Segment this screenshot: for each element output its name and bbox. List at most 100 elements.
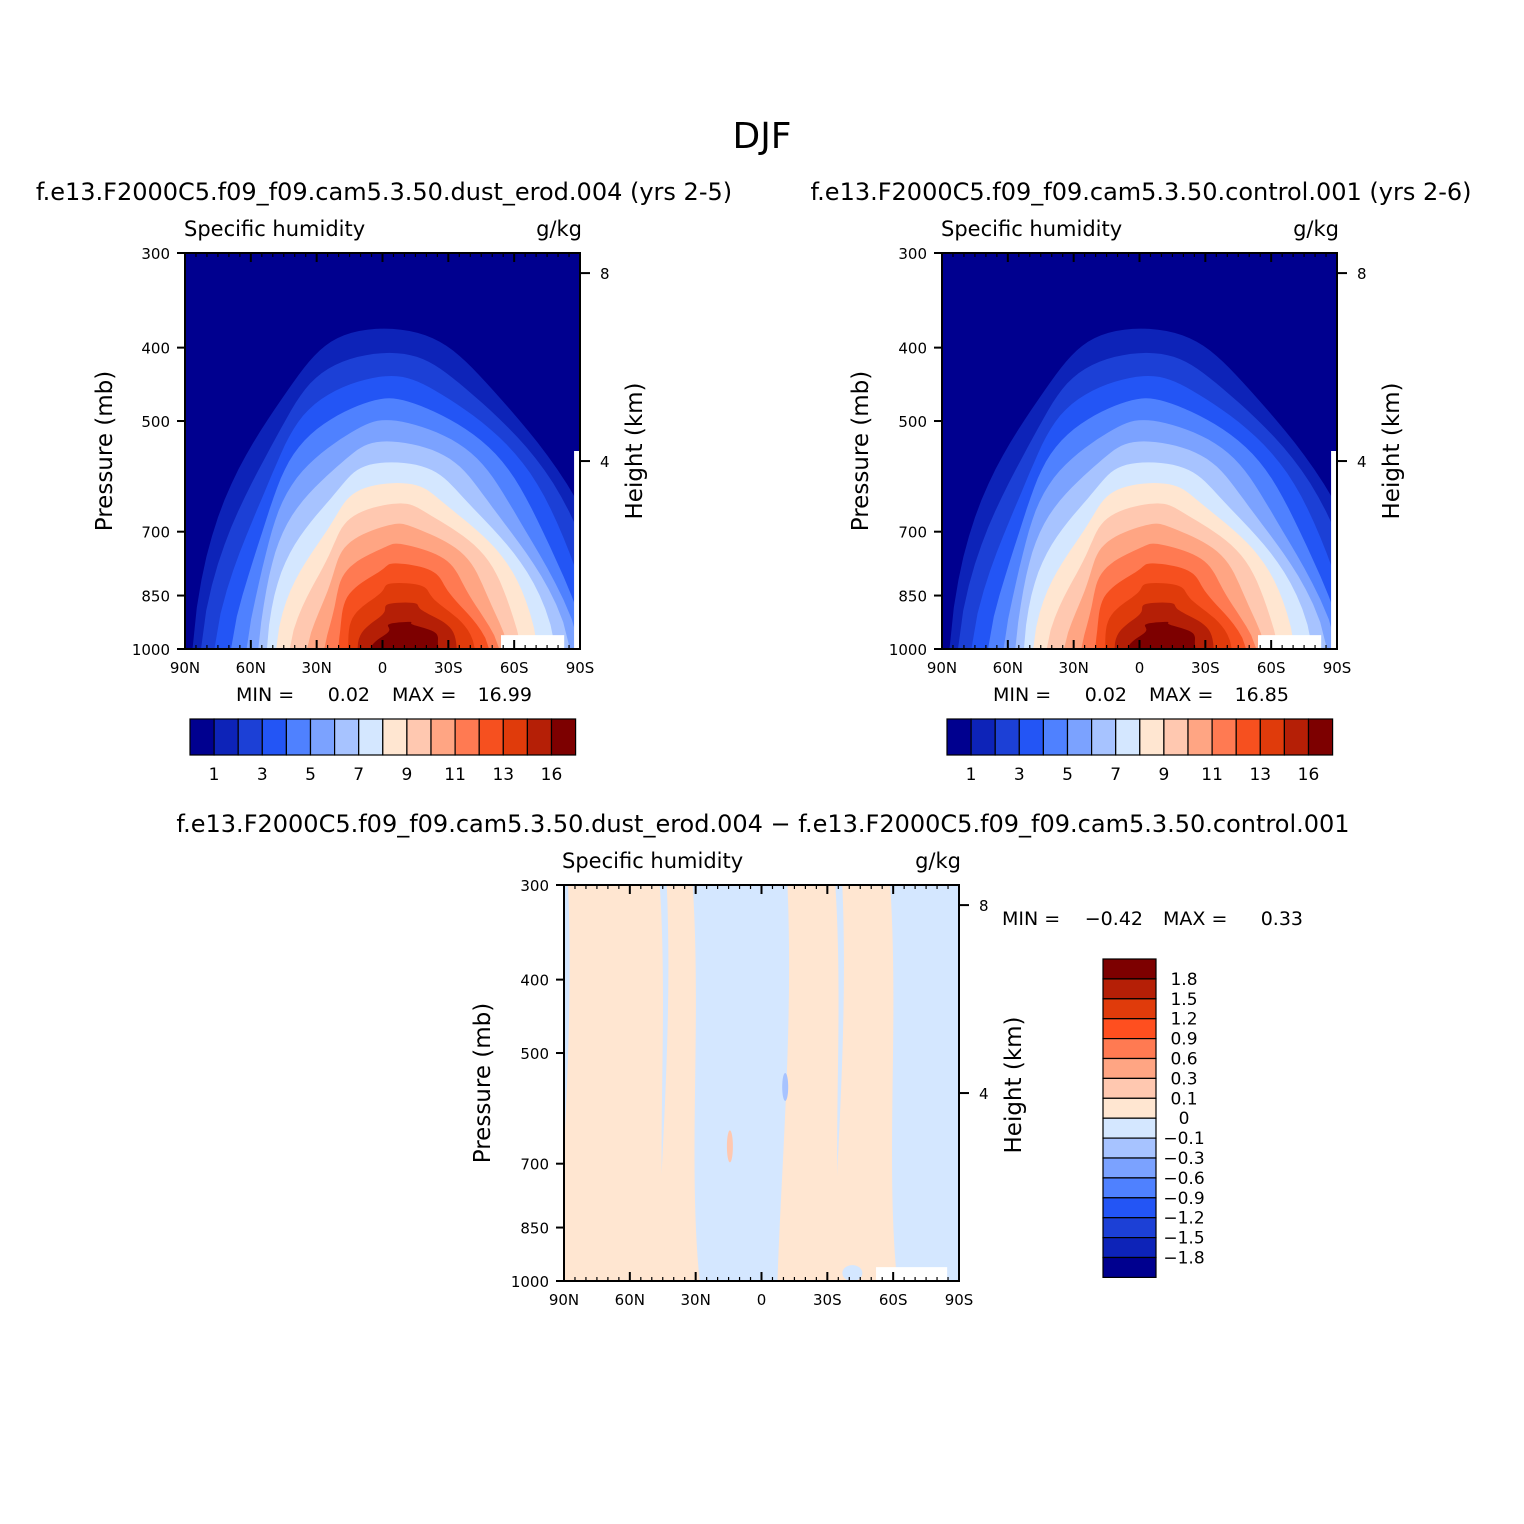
colorbar-box [1018,718,1044,756]
panel-1-ylabel: Pressure (mb) [92,371,118,531]
panel-1-ticks: 90N 60N 30N 0 30S 60S 90S 300 400 500 700 850 1000 8 4 [132,245,610,677]
y-tick-label: 300 [520,877,549,895]
panel-2: f.e13.F2000C5.f09_f09.cam5.3.50.control.… [810,178,1471,785]
colorbar-box [1211,718,1237,756]
colorbar-label: 0.3 [1170,1069,1197,1089]
colorbar-box [946,718,972,756]
y-tick-label: 1000 [889,641,927,659]
colorbar-box [502,718,528,756]
contour-band [370,621,439,649]
y2-tick-label: 8 [979,897,989,915]
panel-3-max-label: MAX = [1163,908,1227,930]
contour-spot-negative [842,1265,863,1281]
x-tick-label: 90N [549,1291,579,1309]
colorbar-box [1102,1018,1157,1040]
x-tick-label: 30N [1059,659,1089,677]
x-tick-label: 60N [236,659,266,677]
colorbar-box [1235,718,1261,756]
contour-spot-positive [726,1130,733,1163]
x-tick-label: 90S [566,659,595,677]
y-tick-label: 850 [520,1220,549,1238]
colorbar-box [189,718,215,756]
panel-1-max-value: 16.99 [478,684,532,706]
panel-2-y2label: Height (km) [1379,382,1405,519]
colorbar-box [970,718,996,756]
y-tick-label: 1000 [511,1273,549,1291]
colorbar-label: 3 [257,765,268,785]
colorbar-box [1102,1157,1157,1179]
y2-tick-label: 4 [1357,453,1367,471]
panel-3-ylabel: Pressure (mb) [470,1003,496,1163]
panel-3-max-value: 0.33 [1261,908,1303,930]
colorbar-box [1102,958,1157,980]
y-tick-label: 300 [898,245,927,263]
colorbar-box [334,718,360,756]
x-tick-label: 0 [1135,659,1145,677]
colorbar-box [1042,718,1069,756]
colorbar-box [309,718,336,756]
y-tick-label: 300 [141,245,170,263]
colorbar-box [358,718,384,756]
colorbar-box [1187,718,1213,756]
colorbar-label: 9 [1158,765,1169,785]
x-tick-label: 0 [757,1291,767,1309]
colorbar-box [1102,1256,1157,1278]
colorbar-label: 13 [1249,765,1271,785]
colorbar-label: 9 [401,765,412,785]
x-tick-label: 60N [615,1291,645,1309]
panel-2-max-label: MAX = [1149,684,1213,706]
panel-3-contours [564,885,959,1281]
colorbar-box [237,718,263,756]
panel-3-right-subtitle: g/kg [915,849,961,873]
panel-2-right-subtitle: g/kg [1293,217,1339,241]
contour-spot-negative [782,1072,789,1101]
colorbar-box [382,718,408,756]
panel-1-right-subtitle: g/kg [536,217,582,241]
colorbar-box [1102,1097,1157,1119]
panel-3-colorbar: 1.81.51.20.90.60.30.10−0.1−0.3−0.6−0.9−1… [1102,958,1205,1278]
y-tick-label: 400 [520,972,549,990]
colorbar-box [1102,978,1157,1000]
x-tick-label: 30S [813,1291,842,1309]
colorbar-label: 3 [1014,765,1025,785]
panel-2-contours [942,253,1337,649]
panel-1-min-label: MIN = [236,684,294,706]
panel-2-min-label: MIN = [993,684,1051,706]
y-tick-label: 500 [520,1045,549,1063]
colorbar-box [1102,998,1157,1020]
x-tick-label: 90N [927,659,957,677]
colorbar-box [1115,718,1141,756]
colorbar-label: 1.5 [1170,990,1197,1010]
colorbar-box [1102,1197,1157,1219]
panel-3-ticks: 90N 60N 30N 0 30S 60S 90S 300 400 500 700 850 1000 8 4 [511,877,989,1309]
y2-tick-label: 4 [979,1085,989,1103]
colorbar-label: 0.9 [1170,1030,1197,1050]
x-tick-label: 30N [681,1291,711,1309]
colorbar-label: −0.3 [1163,1149,1204,1169]
y-tick-label: 500 [898,413,927,431]
colorbar-label: −1.5 [1163,1229,1204,1249]
y-tick-label: 400 [898,340,927,358]
colorbar-label: 7 [353,765,364,785]
panel-3-left-subtitle: Specific humidity [562,849,743,873]
colorbar-box [1102,1177,1157,1199]
contour-spot-positive [792,1152,803,1189]
panel-2-ylabel: Pressure (mb) [848,371,874,531]
colorbar-label: 7 [1110,765,1121,785]
y-tick-label: 850 [141,588,170,606]
x-tick-label: 60N [993,659,1023,677]
y-tick-label: 700 [520,1156,549,1174]
x-tick-label: 60S [879,1291,908,1309]
panel-1: f.e13.F2000C5.f09_f09.cam5.3.50.dust_ero… [36,178,732,785]
x-tick-label: 60S [500,659,529,677]
x-tick-label: 0 [378,659,388,677]
colorbar-box [526,718,553,756]
panel-1-contours [185,253,580,649]
colorbar-box [1102,1217,1157,1239]
colorbar-box [1139,718,1165,756]
panel-1-left-subtitle: Specific humidity [184,217,365,241]
colorbar-box [1102,1077,1157,1099]
colorbar-label: 16 [541,765,563,785]
colorbar-label: 11 [1201,765,1223,785]
